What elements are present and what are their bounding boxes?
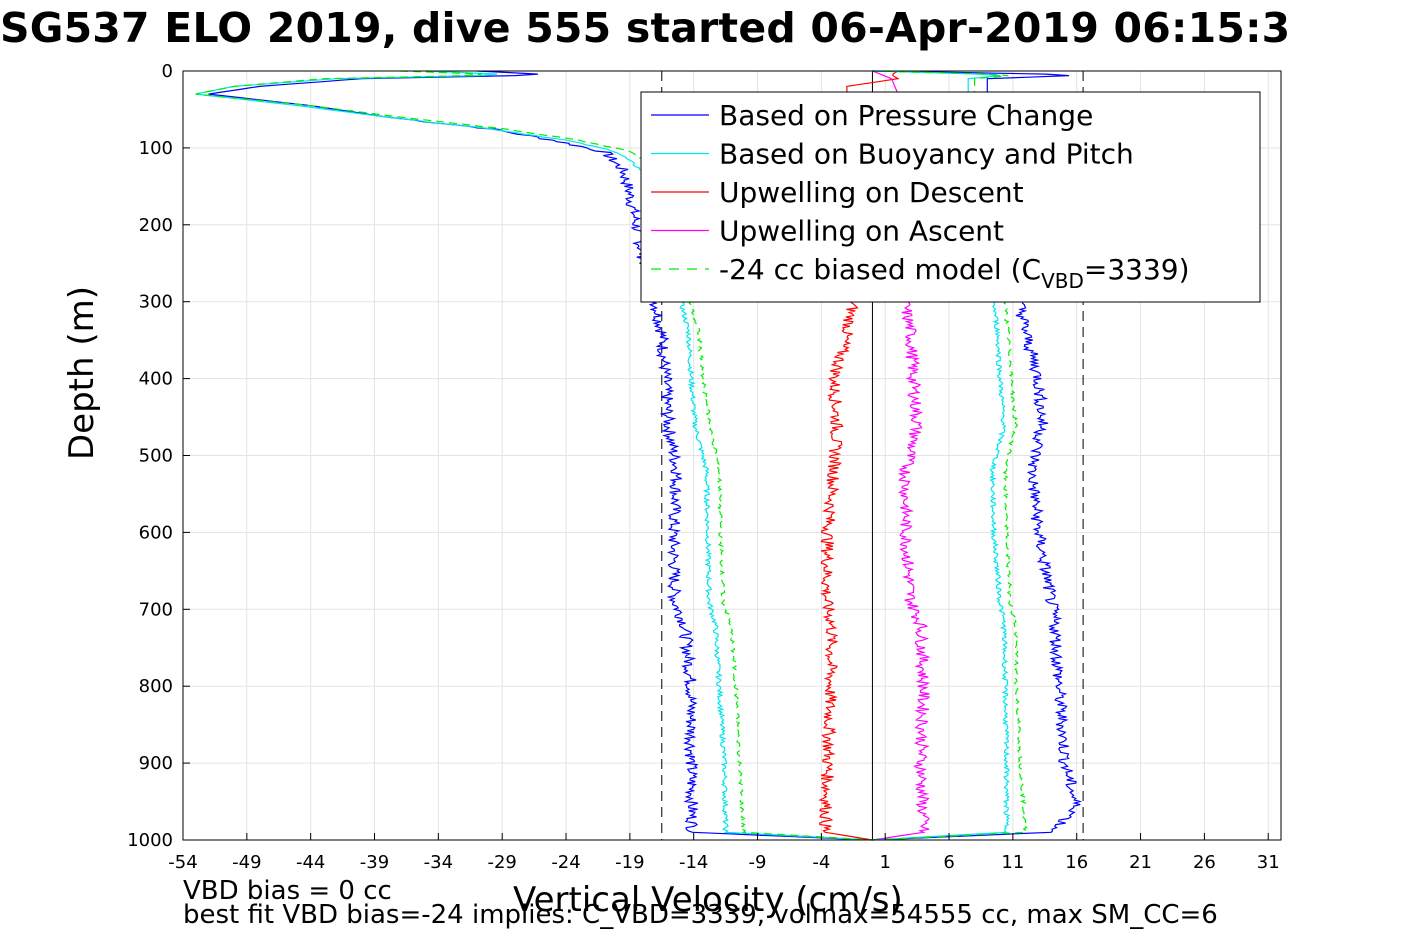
y-tick-label: 400 <box>139 369 173 390</box>
x-tick-label: -4 <box>812 852 830 873</box>
legend-label: Based on Pressure Change <box>719 99 1093 132</box>
x-tick-label: -54 <box>168 852 197 873</box>
legend-label: Upwelling on Descent <box>719 176 1024 209</box>
x-tick-label: -49 <box>232 852 261 873</box>
legend-box <box>640 91 1261 303</box>
y-tick-label: 500 <box>139 446 173 467</box>
y-tick-labels: 0 100 200 300 400 500 600 700 800 900 1000 <box>127 61 190 851</box>
y-tick-label: 900 <box>139 753 173 774</box>
x-tick-label: 11 <box>1001 852 1024 873</box>
legend-suffix: =3339) <box>1084 253 1190 286</box>
y-tick-label: 300 <box>139 292 173 313</box>
y-tick-label: 200 <box>139 215 173 236</box>
x-tick-label: 6 <box>943 852 954 873</box>
best-fit-text: best fit VBD bias=-24 implies: C_VBD=333… <box>183 900 1218 930</box>
x-tick-label: -9 <box>749 852 767 873</box>
legend: Based on Pressure Change Based on Buoyanc… <box>640 91 1261 303</box>
x-tick-label: -44 <box>296 852 325 873</box>
x-tick-label: 1 <box>879 852 890 873</box>
legend-label: Upwelling on Ascent <box>719 215 1004 248</box>
x-tick-label: 26 <box>1193 852 1216 873</box>
y-tick-label: 700 <box>139 599 173 620</box>
vbd-bias-text: VBD bias = 0 cc <box>183 876 392 906</box>
legend-label: Based on Buoyancy and Pitch <box>719 138 1134 171</box>
x-tick-label: -29 <box>487 852 516 873</box>
x-tick-label: -39 <box>360 852 389 873</box>
x-tick-label: 31 <box>1257 852 1280 873</box>
x-tick-label: -24 <box>551 852 580 873</box>
x-tick-label: -19 <box>615 852 644 873</box>
y-tick-label: 1000 <box>127 830 173 851</box>
y-tick-label: 0 <box>162 61 173 82</box>
x-tick-label: 16 <box>1065 852 1088 873</box>
legend-subscript: VBD <box>1041 269 1084 293</box>
x-tick-label: -34 <box>424 852 453 873</box>
y-tick-label: 600 <box>139 522 173 543</box>
y-tick-label: 100 <box>139 138 173 159</box>
series-line <box>208 70 873 841</box>
x-axis-label: Vertical Velocity (cm/s) <box>513 880 903 920</box>
y-tick-label: 800 <box>139 676 173 697</box>
y-axis-label: Depth (m) <box>62 285 102 460</box>
x-tick-labels: -54 -49 -44 -39 -34 -29 -24 -19 -14 -9 -4 1 6 11 16 21 2… <box>168 833 1280 873</box>
chart-title: SG537 ELO 2019, dive 555 started 06-Apr-… <box>0 4 1291 52</box>
x-tick-label: -14 <box>679 852 708 873</box>
x-tick-label: 21 <box>1129 852 1152 873</box>
